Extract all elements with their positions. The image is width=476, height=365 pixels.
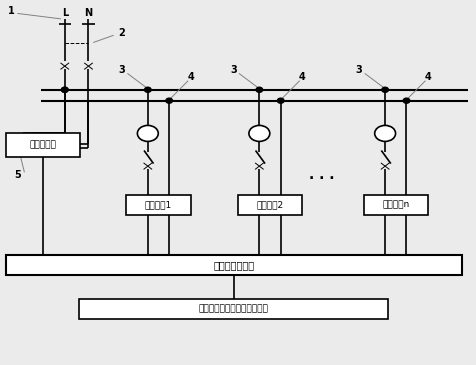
Bar	[79, 299, 387, 319]
Bar	[127, 195, 190, 215]
Text: 多通道信号采样: 多通道信号采样	[214, 260, 255, 270]
Text: 3: 3	[119, 65, 125, 75]
Text: 电压传感器: 电压传感器	[30, 141, 57, 150]
Text: 1: 1	[8, 6, 14, 16]
Text: 分支回路1: 分支回路1	[145, 201, 172, 210]
Bar	[364, 195, 428, 215]
Bar	[238, 195, 302, 215]
Bar	[6, 255, 462, 275]
Text: · · ·: · · ·	[309, 172, 335, 186]
Circle shape	[61, 87, 68, 92]
Circle shape	[403, 98, 410, 103]
Circle shape	[138, 126, 158, 141]
Text: 3: 3	[230, 65, 237, 75]
Bar	[6, 134, 80, 157]
Text: N: N	[84, 8, 92, 18]
Circle shape	[166, 98, 172, 103]
Text: 5: 5	[14, 170, 20, 180]
Circle shape	[145, 87, 151, 92]
Text: 3: 3	[356, 65, 362, 75]
Text: 2: 2	[119, 28, 125, 38]
Circle shape	[278, 98, 284, 103]
Text: L: L	[61, 8, 68, 18]
Circle shape	[382, 87, 388, 92]
Circle shape	[256, 87, 263, 92]
Text: 4: 4	[187, 72, 194, 82]
Circle shape	[249, 126, 270, 141]
Text: 多回路用电负荷监测并行处理: 多回路用电负荷监测并行处理	[198, 304, 268, 314]
Text: 分支回路n: 分支回路n	[382, 201, 409, 210]
Text: 分支回路2: 分支回路2	[257, 201, 284, 210]
Circle shape	[375, 126, 396, 141]
Text: 4: 4	[425, 72, 431, 82]
Circle shape	[61, 87, 68, 92]
Text: 4: 4	[299, 72, 306, 82]
